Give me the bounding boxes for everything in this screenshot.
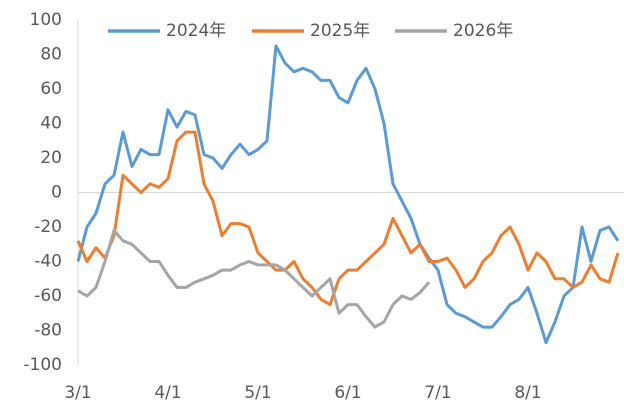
y-tick-label: 40 — [40, 114, 62, 134]
line-series — [76, 44, 620, 345]
x-tick-label: 7/1 — [424, 383, 451, 403]
legend-label: 2025年 — [310, 21, 370, 41]
x-tick-label: 5/1 — [244, 383, 271, 403]
y-tick-label: -40 — [34, 252, 62, 272]
x-tick-label: 6/1 — [334, 383, 361, 403]
y-tick-label: -60 — [34, 286, 62, 306]
line-series — [77, 228, 431, 329]
y-tick-label: 20 — [40, 148, 62, 168]
y-tick-label: 80 — [40, 45, 62, 65]
x-tick-label: 8/1 — [514, 383, 541, 403]
line-series — [76, 130, 620, 307]
x-tick-label: 3/1 — [64, 383, 91, 403]
y-tick-label: -80 — [34, 321, 62, 341]
legend-label: 2026年 — [453, 21, 513, 41]
y-tick-label: -20 — [34, 217, 62, 237]
y-tick-label: -100 — [23, 355, 62, 375]
y-tick-label: 0 — [51, 183, 62, 203]
legend-label: 2024年 — [166, 21, 226, 41]
x-tick-label: 4/1 — [154, 383, 181, 403]
y-tick-label: 60 — [40, 79, 62, 99]
y-tick-label: 100 — [30, 10, 62, 30]
